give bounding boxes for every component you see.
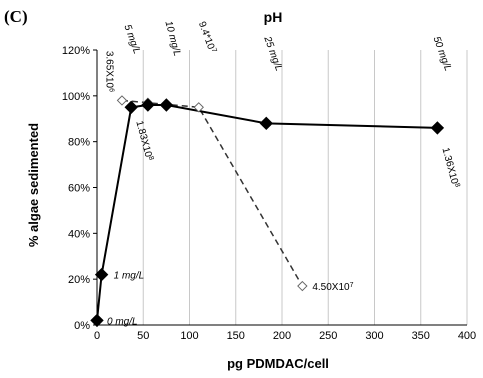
y-tick-labels: 0% 20% 40% 60% 80% 100% 120%	[62, 45, 90, 332]
annotation-label: 25 mg/L	[261, 34, 284, 73]
x-tick-label: 0	[94, 330, 100, 342]
panel-label: (C)	[4, 7, 28, 26]
filled-diamond-point	[259, 116, 273, 131]
filled-diamond-point	[124, 100, 138, 114]
annotation-label: 50 mg/L	[431, 35, 454, 73]
x-tick-label: 400	[458, 330, 476, 342]
filled-diamond-point	[90, 313, 104, 328]
annotation-label: 10 mg/L	[162, 20, 182, 58]
open-diamond-point	[297, 280, 308, 292]
x-tick-label: 250	[319, 330, 337, 342]
gridlines	[142, 50, 468, 325]
annotation-label: 5 mg/L	[121, 23, 142, 55]
x-axis-title: pg PDMDAC/cell	[227, 356, 329, 371]
y-axis-title: % algae sedimented	[26, 123, 41, 247]
y-tick-label: 60%	[68, 183, 90, 195]
y-tick-label: 80%	[68, 137, 90, 149]
filled-diamond-point	[141, 98, 155, 112]
annotation-label: 0 mg/L	[107, 316, 138, 327]
y-tick-label: 100%	[62, 91, 90, 103]
y-tick-label: 0%	[74, 320, 90, 332]
y-tick-label: 20%	[68, 274, 90, 286]
annotation-label: 1.83X108	[133, 119, 155, 162]
data-points	[90, 95, 445, 328]
filled-diamond-point	[159, 98, 174, 112]
open-diamond-point	[116, 95, 128, 106]
annotation-label: 3.65X106	[104, 51, 116, 92]
x-tick-label: 200	[273, 330, 291, 342]
dashed-series-line	[121, 99, 303, 287]
y-tick-label: 120%	[62, 45, 90, 57]
annotation-label: 1 mg/L	[114, 271, 145, 282]
filled-diamond-point	[430, 121, 445, 135]
axes	[93, 49, 467, 326]
x-tick-label: 50	[137, 330, 149, 342]
annotation-label: 4.50X107	[312, 282, 353, 294]
x-tick-label: 150	[227, 330, 245, 342]
annotation-label: 9.4*107	[196, 20, 218, 55]
y-tick-label: 40%	[68, 228, 90, 240]
x-tick-label: 100	[180, 330, 198, 342]
open-diamond-point	[193, 102, 204, 113]
annotation-label: 1.36X108	[440, 146, 462, 189]
filled-diamond-point	[94, 267, 109, 282]
x-tick-labels: 0 50 100 150 200 250 300 350 400	[94, 330, 476, 342]
chart-title: pH	[264, 9, 283, 25]
x-tick-label: 350	[412, 330, 430, 342]
x-tick-label: 300	[365, 330, 383, 342]
